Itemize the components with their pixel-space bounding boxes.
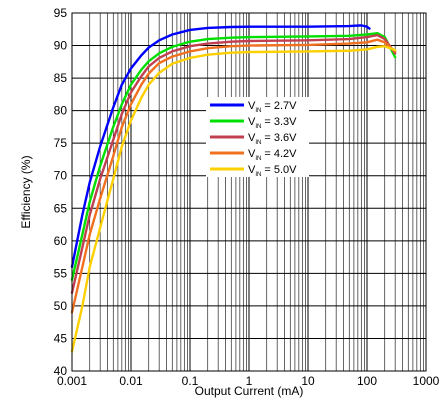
y-tick-label: 70 [54,169,68,183]
x-tick-label: 1000 [413,374,440,388]
y-tick-label: 55 [54,266,68,280]
legend: VIN = 2.7V VIN = 3.3V VIN = 3.6V VIN = 4.2V… [206,97,309,178]
legend-label: VIN = 3.6V [248,132,297,146]
legend-label: VIN = 2.7V [248,100,297,114]
y-tick-label: 45 [54,331,68,345]
y-tick-label: 40 [54,364,68,378]
series-line [70,38,397,314]
y-tick-label: 50 [54,299,68,313]
series-line [70,24,371,269]
legend-label: VIN = 3.3V [248,116,297,130]
x-tick-label: 1 [246,374,253,388]
x-axis-title: Output Current (mA) [195,384,304,398]
series-line [70,33,397,295]
legend-label: VIN = 4.2V [248,148,297,162]
y-tick-label: 95 [54,6,68,20]
plot-frame [71,12,427,372]
legend-label: VIN = 5.0V [248,164,297,178]
x-tick-label: 10 [301,374,315,388]
y-tick-label: 90 [54,39,68,53]
y-tick-label: 60 [54,234,68,248]
x-tick-label: 0.01 [119,374,143,388]
y-tick-label: 75 [54,136,68,150]
y-axis-title: Efficiency (%) [19,155,33,228]
series-line [70,31,397,282]
y-tick-label: 80 [54,104,68,118]
series-line [70,45,397,353]
y-tick-label: 85 [54,71,68,85]
x-tick-label: 100 [357,374,377,388]
x-tick-label: 0.1 [182,374,199,388]
series-lines [70,24,397,353]
y-tick-label: 65 [54,201,68,215]
tick-labels: 40 45 50 55 60 65 70 75 80 85 90 95 0.001 0.01 0.1 1 10 1… [54,6,440,388]
x-tick-label: 0.001 [57,374,87,388]
grid [71,12,426,372]
